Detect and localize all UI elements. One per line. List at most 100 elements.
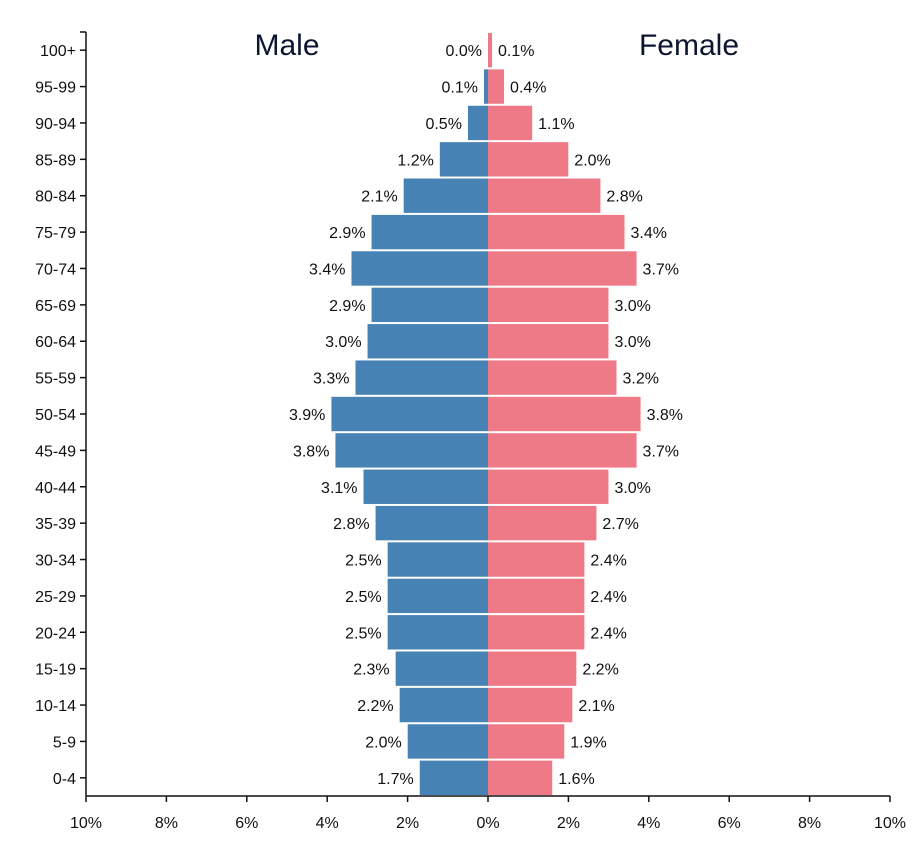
female-bar-65-69 xyxy=(488,287,609,323)
male-value-label-0-4: 1.7% xyxy=(377,771,413,788)
y-tick-label-95-99: 95-99 xyxy=(35,80,76,97)
female-bar-0-4 xyxy=(488,760,553,795)
y-tick-label-5-9: 5-9 xyxy=(53,734,76,751)
male-value-label-60-64: 3.0% xyxy=(325,334,361,351)
x-tick-label: 4% xyxy=(637,815,660,832)
x-axis: 10% 8% 6% 4% 2% 0% 2% 4% 6% 8% 10% xyxy=(70,795,906,832)
y-tick-label-10-14: 10-14 xyxy=(35,698,76,715)
female-bar-30-34 xyxy=(488,542,585,577)
y-tick-label-100+: 100+ xyxy=(40,43,76,60)
male-bar-60-64 xyxy=(367,324,488,359)
y-tick-label-50-54: 50-54 xyxy=(35,407,76,424)
male-bar-30-34 xyxy=(387,542,489,577)
male-value-label-35-39: 2.8% xyxy=(333,516,369,533)
female-value-label-10-14: 2.1% xyxy=(578,698,614,715)
male-bar-40-44 xyxy=(363,469,488,504)
x-tick-label: 2% xyxy=(557,815,580,832)
female-value-label-25-29: 2.4% xyxy=(590,589,626,606)
female-value-label-45-49: 3.7% xyxy=(643,443,679,460)
y-tick-label-70-74: 70-74 xyxy=(35,261,76,278)
female-bar-55-59 xyxy=(488,360,617,395)
y-tick-label-55-59: 55-59 xyxy=(35,371,76,388)
female-value-label-20-24: 2.4% xyxy=(590,625,626,642)
male-value-label-20-24: 2.5% xyxy=(345,625,381,642)
female-value-label-35-39: 2.7% xyxy=(602,516,638,533)
x-tick-label: 10% xyxy=(70,815,102,832)
female-value-label-80-84: 2.8% xyxy=(606,189,642,206)
male-value-label-45-49: 3.8% xyxy=(293,443,329,460)
y-tick-label-30-34: 30-34 xyxy=(35,553,76,570)
y-tick-label-90-94: 90-94 xyxy=(35,116,76,133)
male-bar-5-9 xyxy=(407,724,488,759)
male-value-label-85-89: 1.2% xyxy=(397,152,433,169)
female-value-label-75-79: 3.4% xyxy=(631,225,667,242)
y-tick-label-0-4: 0-4 xyxy=(53,771,76,788)
male-bar-15-19 xyxy=(395,651,488,686)
y-tick-label-25-29: 25-29 xyxy=(35,589,76,606)
x-tick-label: 10% xyxy=(874,815,906,832)
x-tick-label: 6% xyxy=(718,815,741,832)
female-bar-75-79 xyxy=(488,214,625,250)
y-tick-label-65-69: 65-69 xyxy=(35,298,76,315)
female-value-label-60-64: 3.0% xyxy=(614,334,650,351)
female-value-label-70-74: 3.7% xyxy=(643,261,679,278)
female-bar-15-19 xyxy=(488,651,577,686)
y-tick-label-75-79: 75-79 xyxy=(35,225,76,242)
male-bar-90-94 xyxy=(467,105,488,141)
male-bar-45-49 xyxy=(335,433,488,468)
male-bar-85-89 xyxy=(439,142,488,177)
male-bar-95-99 xyxy=(483,69,488,104)
male-bar-20-24 xyxy=(387,615,489,650)
male-value-label-5-9: 2.0% xyxy=(365,734,401,751)
male-value-label-40-44: 3.1% xyxy=(321,480,357,497)
male-bar-50-54 xyxy=(331,396,488,432)
male-value-label-75-79: 2.9% xyxy=(329,225,365,242)
male-title: Male xyxy=(254,29,319,62)
female-bar-35-39 xyxy=(488,505,597,541)
male-bar-65-69 xyxy=(371,287,488,323)
female-value-label-30-34: 2.4% xyxy=(590,553,626,570)
female-bar-20-24 xyxy=(488,615,585,650)
female-bar-50-54 xyxy=(488,396,641,432)
female-bar-25-29 xyxy=(488,578,585,614)
male-bar-10-14 xyxy=(399,687,488,723)
male-bar-25-29 xyxy=(387,578,489,614)
male-value-label-55-59: 3.3% xyxy=(313,371,349,388)
x-tick-label: 0% xyxy=(476,815,499,832)
male-value-label-50-54: 3.9% xyxy=(289,407,325,424)
female-bar-70-74 xyxy=(488,251,637,286)
female-value-label-65-69: 3.0% xyxy=(614,298,650,315)
x-tick-label: 2% xyxy=(396,815,419,832)
female-value-label-50-54: 3.8% xyxy=(647,407,683,424)
male-bar-0-4 xyxy=(419,760,488,795)
female-bar-60-64 xyxy=(488,324,609,359)
female-bar-95-99 xyxy=(488,69,505,104)
female-bar-40-44 xyxy=(488,469,609,504)
x-tick-label: 8% xyxy=(798,815,821,832)
male-value-label-65-69: 2.9% xyxy=(329,298,365,315)
female-value-label-90-94: 1.1% xyxy=(538,116,574,133)
y-tick-label-20-24: 20-24 xyxy=(35,625,76,642)
y-tick-label-45-49: 45-49 xyxy=(35,443,76,460)
female-value-label-55-59: 3.2% xyxy=(622,371,658,388)
y-tick-label-40-44: 40-44 xyxy=(35,480,76,497)
female-bar-100+ xyxy=(488,33,493,68)
y-tick-label-80-84: 80-84 xyxy=(35,189,76,206)
female-bar-85-89 xyxy=(488,142,569,177)
female-bar-5-9 xyxy=(488,724,565,759)
female-value-label-85-89: 2.0% xyxy=(574,152,610,169)
female-value-label-15-19: 2.2% xyxy=(582,662,618,679)
male-value-label-90-94: 0.5% xyxy=(425,116,461,133)
female-value-label-5-9: 1.9% xyxy=(570,734,606,751)
bars-layer xyxy=(331,33,641,795)
y-tick-label-60-64: 60-64 xyxy=(35,334,76,351)
female-bar-10-14 xyxy=(488,687,573,723)
y-tick-label-15-19: 15-19 xyxy=(35,662,76,679)
female-value-label-40-44: 3.0% xyxy=(614,480,650,497)
female-value-label-100+: 0.1% xyxy=(498,43,534,60)
x-tick-label: 6% xyxy=(235,815,258,832)
female-bar-80-84 xyxy=(488,178,601,213)
x-tick-label: 4% xyxy=(316,815,339,832)
female-value-label-0-4: 1.6% xyxy=(558,771,594,788)
